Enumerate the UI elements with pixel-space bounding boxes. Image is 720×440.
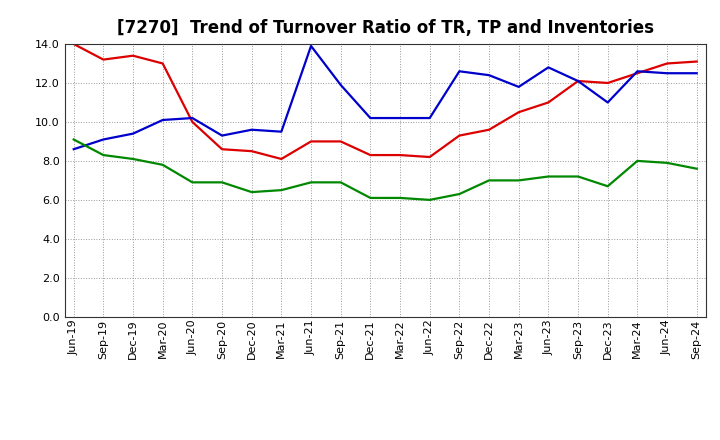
Trade Payables <box>248 127 256 132</box>
Trade Payables <box>485 73 493 78</box>
Trade Receivables <box>426 154 434 160</box>
Trade Receivables <box>633 70 642 76</box>
Inventories <box>248 190 256 195</box>
Inventories <box>336 180 345 185</box>
Trade Payables <box>158 117 167 123</box>
Trade Receivables <box>366 152 374 158</box>
Trade Receivables <box>69 41 78 47</box>
Trade Receivables <box>336 139 345 144</box>
Trade Payables <box>129 131 138 136</box>
Inventories <box>99 152 108 158</box>
Trade Receivables <box>693 59 701 64</box>
Trade Receivables <box>662 61 671 66</box>
Trade Payables <box>633 69 642 74</box>
Inventories <box>574 174 582 179</box>
Inventories <box>633 158 642 164</box>
Trade Receivables <box>307 139 315 144</box>
Trade Receivables <box>277 156 286 161</box>
Inventories <box>158 162 167 168</box>
Trade Payables <box>366 115 374 121</box>
Inventories <box>544 174 553 179</box>
Trade Receivables <box>129 53 138 59</box>
Trade Receivables <box>188 119 197 125</box>
Trade Payables <box>396 115 405 121</box>
Line: Trade Receivables: Trade Receivables <box>73 44 697 159</box>
Trade Payables <box>455 69 464 74</box>
Trade Payables <box>426 115 434 121</box>
Inventories <box>603 183 612 189</box>
Trade Payables <box>307 43 315 48</box>
Inventories <box>307 180 315 185</box>
Legend: Trade Receivables, Trade Payables, Inventories: Trade Receivables, Trade Payables, Inven… <box>166 438 605 440</box>
Trade Receivables <box>603 81 612 86</box>
Trade Receivables <box>544 100 553 105</box>
Trade Payables <box>277 129 286 134</box>
Trade Receivables <box>99 57 108 62</box>
Title: [7270]  Trend of Turnover Ratio of TR, TP and Inventories: [7270] Trend of Turnover Ratio of TR, TP… <box>117 19 654 37</box>
Line: Trade Payables: Trade Payables <box>73 46 697 149</box>
Trade Receivables <box>248 149 256 154</box>
Inventories <box>188 180 197 185</box>
Trade Receivables <box>574 78 582 84</box>
Line: Inventories: Inventories <box>73 139 697 200</box>
Trade Receivables <box>217 147 226 152</box>
Trade Payables <box>336 82 345 88</box>
Inventories <box>693 166 701 171</box>
Trade Payables <box>217 133 226 138</box>
Trade Receivables <box>396 152 405 158</box>
Trade Receivables <box>514 110 523 115</box>
Trade Payables <box>693 70 701 76</box>
Inventories <box>277 187 286 193</box>
Trade Payables <box>574 78 582 84</box>
Trade Payables <box>99 137 108 142</box>
Trade Receivables <box>158 61 167 66</box>
Inventories <box>455 191 464 197</box>
Inventories <box>514 178 523 183</box>
Inventories <box>129 156 138 161</box>
Inventories <box>217 180 226 185</box>
Inventories <box>426 197 434 202</box>
Trade Payables <box>188 115 197 121</box>
Trade Payables <box>69 147 78 152</box>
Trade Payables <box>544 65 553 70</box>
Inventories <box>485 178 493 183</box>
Trade Receivables <box>485 127 493 132</box>
Trade Payables <box>514 84 523 89</box>
Trade Payables <box>603 100 612 105</box>
Trade Payables <box>662 70 671 76</box>
Inventories <box>69 137 78 142</box>
Trade Receivables <box>455 133 464 138</box>
Inventories <box>662 160 671 165</box>
Inventories <box>366 195 374 201</box>
Inventories <box>396 195 405 201</box>
